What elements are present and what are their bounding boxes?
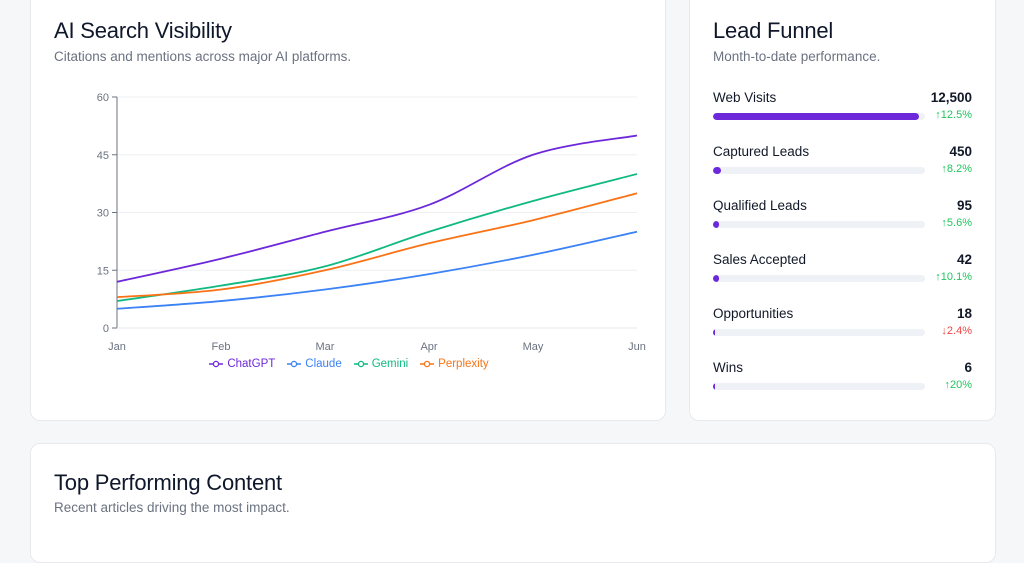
lead-funnel-card: Lead Funnel Month-to-date performance. W… — [689, 0, 996, 421]
funnel-row-captured-leads: Captured Leads 450 ↑8.2% — [713, 144, 972, 194]
chart-legend: ChatGPT Claude Gemini Perplexity — [31, 358, 667, 370]
legend-label: ChatGPT — [227, 358, 276, 370]
funnel-progress-track — [713, 329, 925, 336]
funnel-change-value: 5.6% — [946, 217, 972, 229]
visibility-line-chart: 0 15 30 45 60 Jan Feb Mar Apr May Jun — [97, 92, 646, 353]
funnel-label: Captured Leads — [713, 144, 810, 159]
funnel-value: 18 — [956, 306, 972, 321]
funnel-change-value: 20% — [949, 379, 972, 391]
funnel-change: ↑20% — [944, 379, 972, 391]
arrow-up-icon: ↑ — [935, 271, 941, 283]
content-title: Top Performing Content — [54, 470, 282, 495]
arrow-down-icon: ↓ — [941, 325, 947, 337]
funnel-progress-track — [713, 167, 925, 174]
series-line-gemini — [116, 173, 638, 302]
funnel-change: ↑10.1% — [935, 271, 972, 283]
legend-line-icon — [287, 360, 302, 368]
legend-label: Perplexity — [438, 358, 489, 370]
arrow-up-icon: ↑ — [935, 109, 941, 121]
funnel-value: 6 — [964, 360, 972, 375]
funnel-change: ↑5.6% — [941, 217, 972, 229]
arrow-up-icon: ↑ — [941, 163, 947, 175]
funnel-value: 12,500 — [930, 90, 972, 105]
series-line-perplexity — [116, 192, 638, 299]
funnel-progress-fill — [713, 275, 720, 282]
funnel-row-opportunities: Opportunities 18 ↓2.4% — [713, 306, 972, 356]
funnel-value: 95 — [956, 198, 972, 213]
funnel-change: ↑12.5% — [935, 109, 972, 121]
series-line-chatgpt — [116, 134, 638, 283]
x-tick-label: May — [523, 341, 544, 353]
funnel-change-value: 8.2% — [946, 163, 972, 175]
y-tick-label: 15 — [97, 265, 109, 277]
x-tick-label: Jun — [628, 341, 646, 353]
funnel-progress-track — [713, 275, 925, 282]
legend-line-icon — [420, 360, 435, 368]
funnel-progress-track — [713, 113, 925, 120]
x-tick-label: Apr — [420, 341, 437, 353]
funnel-label: Web Visits — [713, 90, 777, 105]
series-line-claude — [116, 230, 638, 310]
funnel-label: Sales Accepted — [713, 252, 807, 267]
funnel-progress-fill — [713, 167, 721, 174]
legend-item-gemini[interactable]: Gemini — [353, 358, 409, 370]
funnel-value: 450 — [949, 144, 972, 159]
funnel-change: ↑8.2% — [941, 163, 972, 175]
funnel-row-wins: Wins 6 ↑20% — [713, 360, 972, 410]
y-tick-label: 45 — [97, 150, 109, 162]
funnel-progress-track — [713, 383, 925, 390]
visibility-subtitle: Citations and mentions across major AI p… — [54, 49, 352, 64]
legend-item-claude[interactable]: Claude — [287, 358, 342, 370]
top-content-card: Top Performing Content Recent articles d… — [30, 443, 996, 563]
funnel-row-web-visits: Web Visits 12,500 ↑12.5% — [713, 90, 972, 140]
funnel-change-value: 10.1% — [940, 271, 972, 283]
y-tick-label: 30 — [97, 208, 109, 220]
funnel-progress-track — [713, 221, 925, 228]
visibility-title: AI Search Visibility — [54, 18, 232, 43]
funnel-progress-fill — [713, 383, 715, 390]
funnel-change-value: 12.5% — [940, 109, 972, 121]
legend-label: Gemini — [371, 358, 409, 370]
x-tick-label: Mar — [316, 341, 335, 353]
funnel-label: Wins — [713, 360, 743, 375]
content-subtitle: Recent articles driving the most impact. — [54, 500, 290, 515]
legend-label: Claude — [305, 358, 342, 370]
x-tick-label: Feb — [212, 341, 231, 353]
y-tick-label: 0 — [103, 323, 109, 335]
x-tick-label: Jan — [108, 341, 126, 353]
funnel-title: Lead Funnel — [713, 18, 834, 43]
legend-line-icon — [209, 360, 224, 368]
funnel-progress-fill — [713, 113, 919, 120]
funnel-label: Opportunities — [713, 306, 794, 321]
y-tick-label: 60 — [97, 92, 109, 104]
arrow-up-icon: ↑ — [941, 217, 947, 229]
funnel-subtitle: Month-to-date performance. — [713, 49, 881, 64]
funnel-row-sales-accepted: Sales Accepted 42 ↑10.1% — [713, 252, 972, 302]
legend-line-icon — [353, 360, 368, 368]
legend-item-chatgpt[interactable]: ChatGPT — [209, 358, 275, 370]
legend-item-perplexity[interactable]: Perplexity — [420, 358, 489, 370]
funnel-progress-fill — [713, 221, 720, 228]
funnel-change: ↓2.4% — [941, 325, 972, 337]
ai-search-visibility-card: AI Search Visibility Citations and menti… — [30, 0, 666, 421]
funnel-label: Qualified Leads — [713, 198, 807, 213]
funnel-value: 42 — [956, 252, 972, 267]
arrow-up-icon: ↑ — [944, 379, 950, 391]
funnel-progress-fill — [713, 329, 715, 336]
funnel-change-value: 2.4% — [946, 325, 972, 337]
funnel-row-qualified-leads: Qualified Leads 95 ↑5.6% — [713, 198, 972, 248]
